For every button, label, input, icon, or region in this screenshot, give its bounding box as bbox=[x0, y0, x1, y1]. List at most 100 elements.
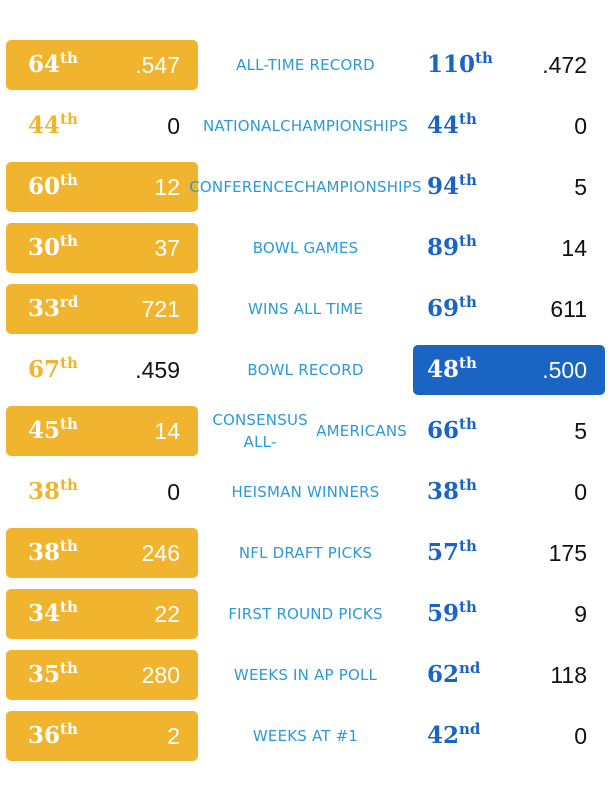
category-label: FIRST ROUND PICKS bbox=[204, 589, 407, 639]
right-cell: 62nd 118 bbox=[413, 650, 605, 700]
category-label: NATIONAL CHAMPIONSHIPS bbox=[203, 101, 409, 151]
left-rank-number: 33 bbox=[28, 295, 61, 322]
right-rank-suffix: th bbox=[475, 49, 493, 67]
category-label: HEISMAN WINNERS bbox=[204, 467, 407, 517]
category-label: CONFERENCE CHAMPIONSHIPS bbox=[189, 162, 421, 212]
right-rank-number: 69 bbox=[427, 295, 460, 322]
right-rank-suffix: th bbox=[459, 232, 477, 250]
right-value: 118 bbox=[550, 662, 587, 688]
left-rank: 30th bbox=[28, 223, 78, 273]
left-rank-number: 36 bbox=[28, 722, 61, 749]
category-label-line: FIRST ROUND PICKS bbox=[228, 605, 383, 623]
right-rank: 42nd bbox=[427, 711, 480, 761]
right-value: 9 bbox=[574, 601, 587, 627]
left-rank-suffix: th bbox=[60, 598, 78, 616]
table-row: 38th 246 NFL DRAFT PICKS 57th 175 bbox=[0, 528, 611, 578]
left-rank: 67th bbox=[28, 345, 78, 395]
right-rank: 48th bbox=[427, 345, 477, 395]
table-row: 35th 280 WEEKS IN AP POLL 62nd 118 bbox=[0, 650, 611, 700]
left-rank: 38th bbox=[28, 528, 78, 578]
left-rank-number: 67 bbox=[28, 356, 61, 383]
category-label: NFL DRAFT PICKS bbox=[204, 528, 407, 578]
left-rank-number: 38 bbox=[28, 539, 61, 566]
left-cell: 38th 246 bbox=[6, 528, 198, 578]
category-label: CONSENSUS ALL- AMERICANS bbox=[204, 406, 407, 456]
left-cell: 60th 12 bbox=[6, 162, 198, 212]
left-cell: 67th .459 bbox=[6, 345, 198, 395]
left-value: 37 bbox=[154, 235, 180, 261]
left-rank-suffix: th bbox=[60, 476, 78, 494]
left-rank: 33rd bbox=[28, 284, 78, 334]
left-rank-number: 34 bbox=[28, 600, 61, 627]
right-value: 14 bbox=[561, 235, 587, 261]
left-rank-number: 30 bbox=[28, 234, 61, 261]
right-rank-suffix: th bbox=[459, 293, 477, 311]
left-rank-suffix: th bbox=[60, 659, 78, 677]
left-rank: 36th bbox=[28, 711, 78, 761]
right-value: 5 bbox=[574, 418, 587, 444]
left-cell: 30th 37 bbox=[6, 223, 198, 273]
table-row: 34th 22 FIRST ROUND PICKS 59th 9 bbox=[0, 589, 611, 639]
left-value: 12 bbox=[154, 174, 180, 200]
left-value: .459 bbox=[135, 357, 180, 383]
right-cell: 110th .472 bbox=[413, 40, 605, 90]
right-rank-suffix: th bbox=[459, 354, 477, 372]
left-rank: 64th bbox=[28, 40, 78, 90]
category-label: ALL-TIME RECORD bbox=[204, 40, 407, 90]
category-label-line: CHAMPIONSHIPS bbox=[280, 117, 409, 135]
right-rank: 110th bbox=[427, 40, 493, 90]
right-rank-suffix: th bbox=[459, 537, 477, 555]
left-cell: 44th 0 bbox=[6, 101, 198, 151]
right-rank-suffix: th bbox=[459, 598, 477, 616]
category-label: WINS ALL TIME bbox=[204, 284, 407, 334]
category-label-line: BOWL GAMES bbox=[252, 239, 359, 257]
right-rank-number: 38 bbox=[427, 478, 460, 505]
category-label-line: HEISMAN WINNERS bbox=[231, 483, 380, 501]
category-label: WEEKS IN AP POLL bbox=[204, 650, 407, 700]
right-value: 0 bbox=[574, 113, 587, 139]
left-cell: 35th 280 bbox=[6, 650, 198, 700]
category-label-line: WEEKS IN AP POLL bbox=[233, 666, 378, 684]
right-rank-number: 66 bbox=[427, 417, 460, 444]
right-rank-suffix: th bbox=[459, 171, 477, 189]
table-row: 33rd 721 WINS ALL TIME 69th 611 bbox=[0, 284, 611, 334]
right-value: 0 bbox=[574, 723, 587, 749]
left-rank-suffix: rd bbox=[60, 293, 79, 311]
right-cell: 94th 5 bbox=[413, 162, 605, 212]
right-rank-number: 110 bbox=[427, 51, 476, 78]
table-row: 60th 12 CONFERENCE CHAMPIONSHIPS 94th 5 bbox=[0, 162, 611, 212]
left-rank: 35th bbox=[28, 650, 78, 700]
category-label-line: CHAMPIONSHIPS bbox=[293, 178, 422, 196]
category-label: WEEKS AT #1 bbox=[204, 711, 407, 761]
left-rank-number: 44 bbox=[28, 112, 61, 139]
right-rank-suffix: th bbox=[459, 110, 477, 128]
right-rank-suffix: nd bbox=[459, 720, 481, 738]
category-label-line: ALL-TIME RECORD bbox=[236, 56, 375, 74]
left-rank: 38th bbox=[28, 467, 78, 517]
left-rank-suffix: th bbox=[60, 354, 78, 372]
left-rank-suffix: th bbox=[60, 537, 78, 555]
right-rank-number: 44 bbox=[427, 112, 460, 139]
left-value: 721 bbox=[141, 296, 180, 322]
left-rank: 44th bbox=[28, 101, 78, 151]
right-value: 5 bbox=[574, 174, 587, 200]
table-row: 44th 0 NATIONAL CHAMPIONSHIPS 44th 0 bbox=[0, 101, 611, 151]
right-value: 0 bbox=[574, 479, 587, 505]
right-rank-number: 94 bbox=[427, 173, 460, 200]
right-rank: 38th bbox=[427, 467, 477, 517]
left-value: 246 bbox=[141, 540, 180, 566]
right-rank: 69th bbox=[427, 284, 477, 334]
right-cell: 42nd 0 bbox=[413, 711, 605, 761]
right-rank: 94th bbox=[427, 162, 477, 212]
left-rank-suffix: th bbox=[60, 171, 78, 189]
left-value: 280 bbox=[141, 662, 180, 688]
right-rank: 59th bbox=[427, 589, 477, 639]
right-rank: 66th bbox=[427, 406, 477, 456]
right-rank-number: 48 bbox=[427, 356, 460, 383]
right-value: 175 bbox=[548, 540, 587, 566]
category-label-line: NFL DRAFT PICKS bbox=[238, 544, 373, 562]
table-row: 36th 2 WEEKS AT #1 42nd 0 bbox=[0, 711, 611, 761]
table-row: 30th 37 BOWL GAMES 89th 14 bbox=[0, 223, 611, 273]
category-label: BOWL RECORD bbox=[204, 345, 407, 395]
